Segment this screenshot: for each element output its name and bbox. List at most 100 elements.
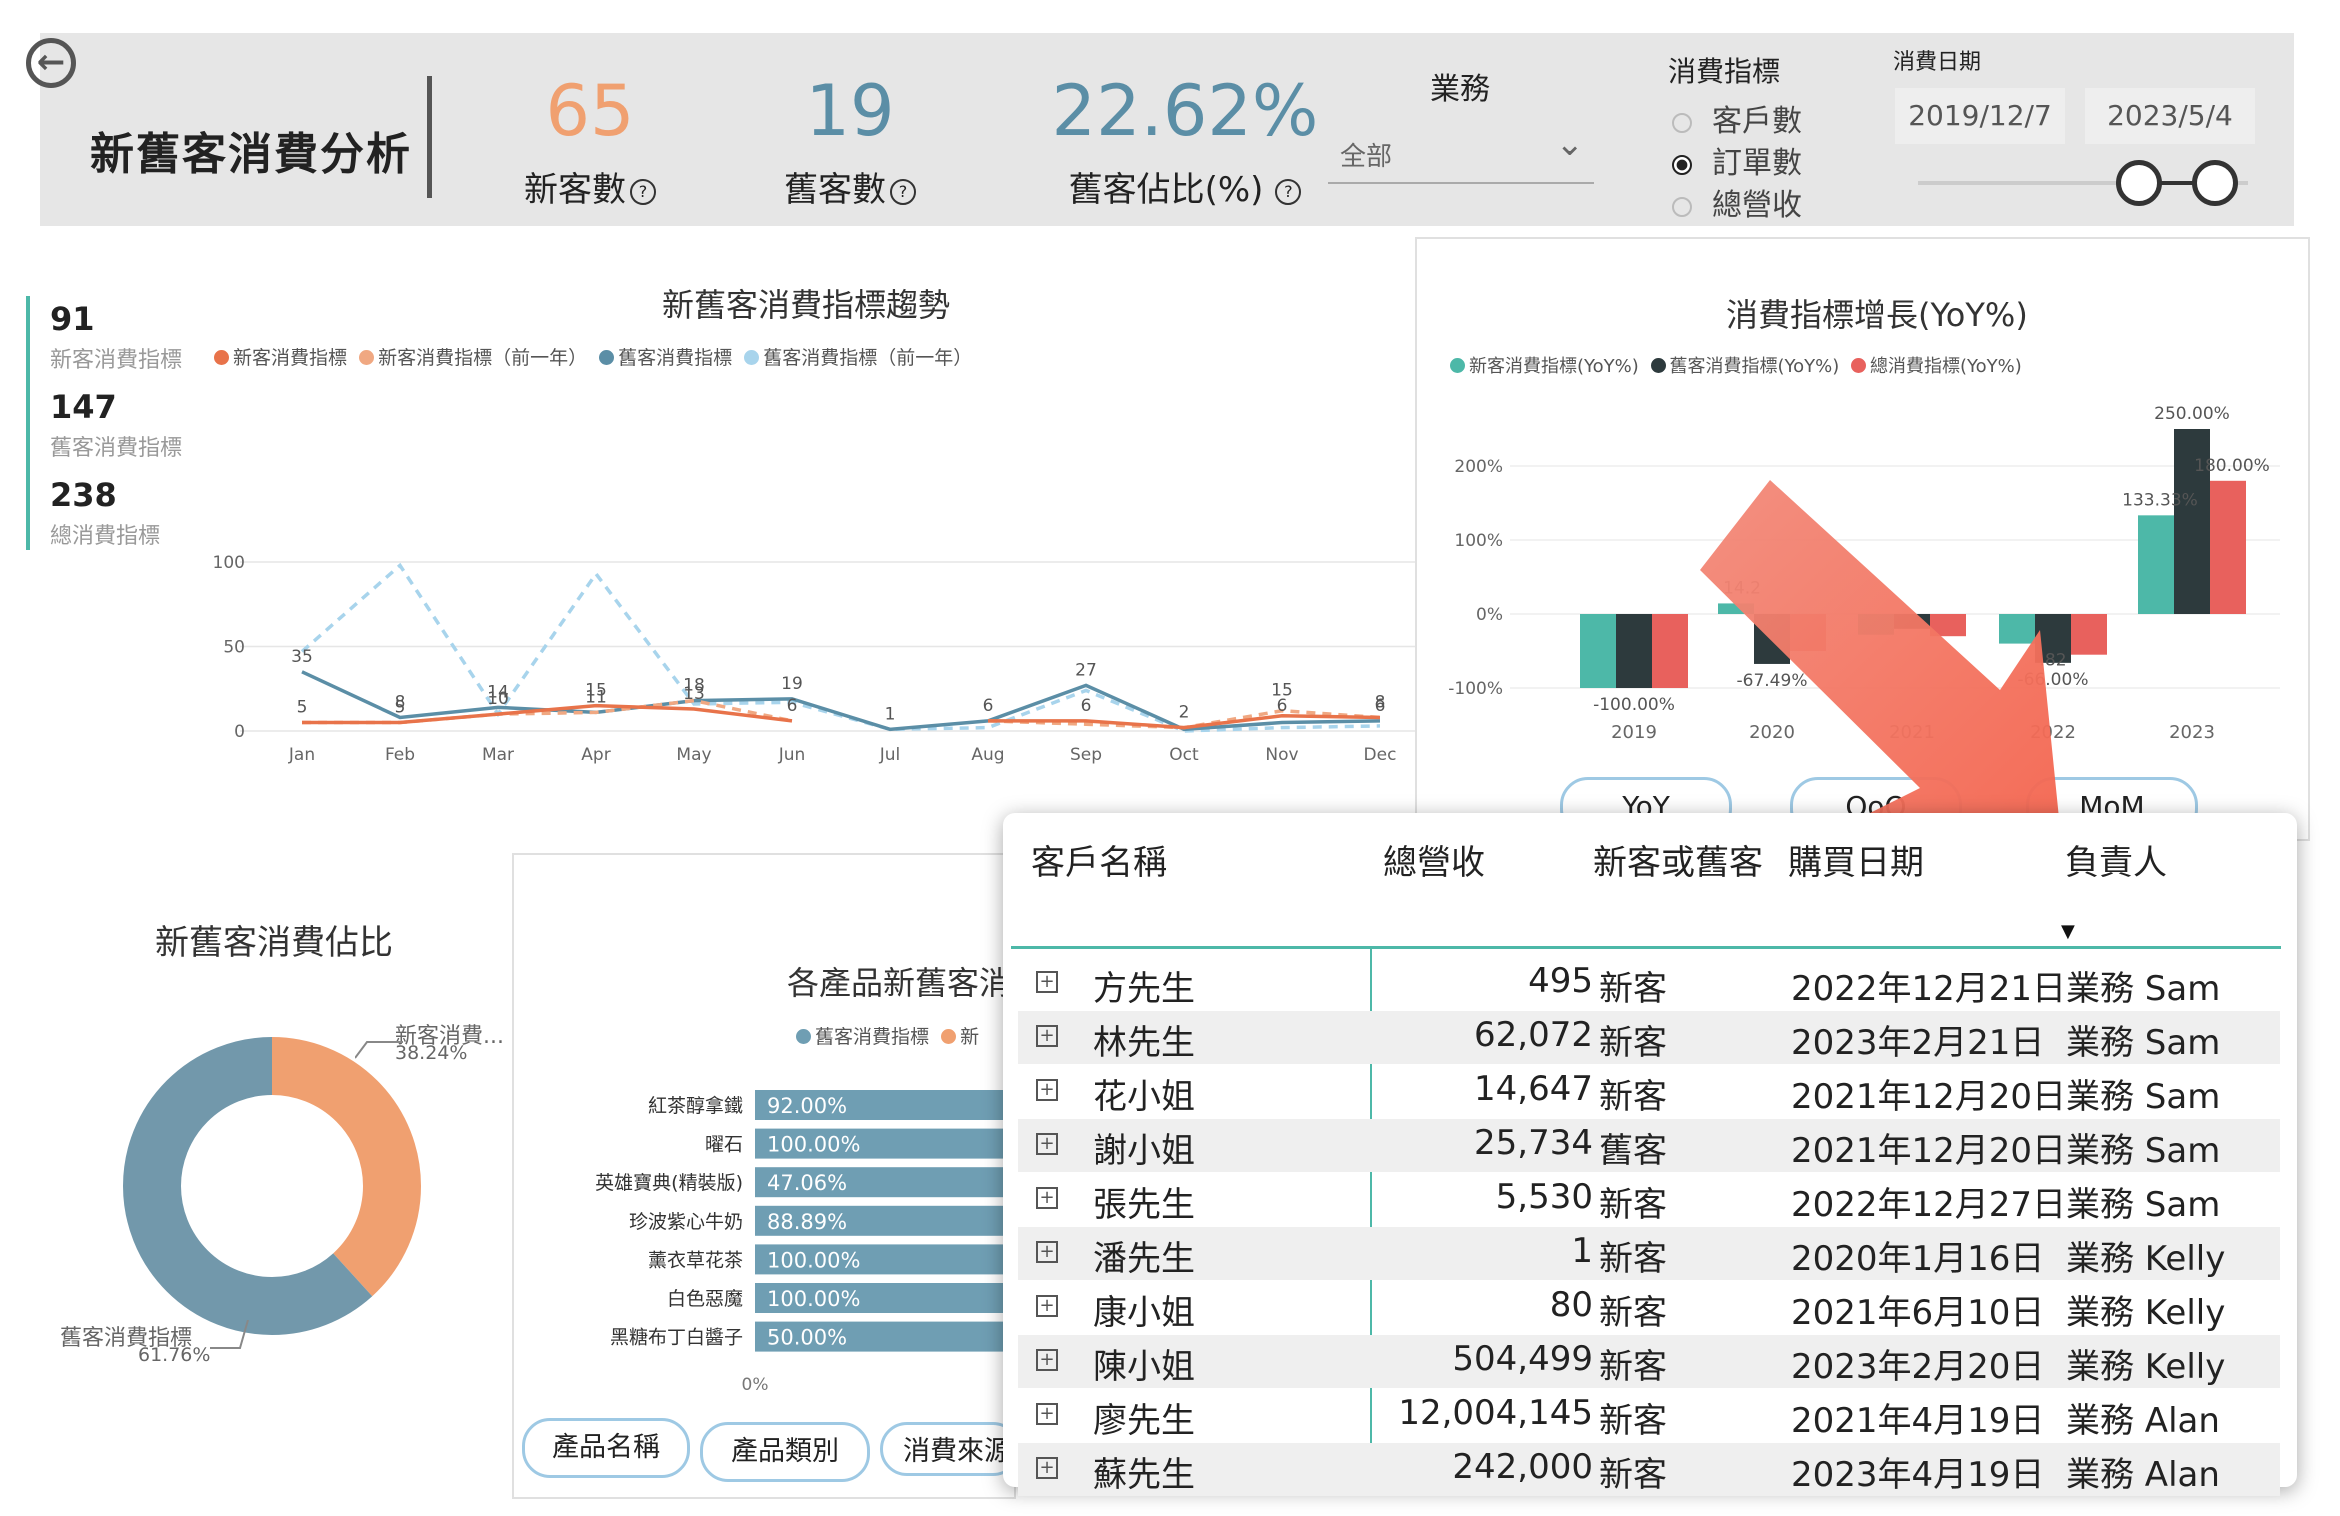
cell-date: 2021年12月20日 bbox=[1791, 1131, 2067, 1171]
donut-slice bbox=[123, 1037, 421, 1335]
radio-dot bbox=[1672, 196, 1692, 217]
legend-swatch bbox=[359, 350, 375, 365]
x-tick-label: Nov bbox=[1265, 745, 1298, 765]
data-label: 15 bbox=[1271, 681, 1293, 701]
help-icon[interactable]: ? bbox=[890, 178, 916, 205]
cell-revenue: 242,000 bbox=[1452, 1447, 1593, 1487]
kpi-label-text: 新客數 bbox=[524, 170, 626, 210]
expand-icon[interactable]: + bbox=[1036, 1403, 1058, 1425]
expand-icon[interactable]: + bbox=[1036, 1295, 1058, 1317]
expand-icon[interactable]: + bbox=[1036, 1187, 1058, 1209]
date-start-input[interactable]: 2019/12/7 bbox=[1895, 88, 2065, 144]
cell-customer: 謝小姐 bbox=[1093, 1131, 1195, 1171]
back-button[interactable]: ← bbox=[26, 38, 76, 88]
data-label: 180.00% bbox=[2194, 456, 2270, 476]
data-label: 6 bbox=[1081, 696, 1092, 716]
help-icon[interactable]: ? bbox=[630, 178, 656, 205]
table-row[interactable]: + 潘先生 1 新客 2020年1月16日 業務 Kelly bbox=[1018, 1227, 2280, 1280]
donut-label-old: 舊客消費指標 bbox=[60, 1326, 193, 1351]
legend-label: 舊客消費指標（前一年） bbox=[763, 347, 973, 369]
radio-customers[interactable]: 客戶數 bbox=[1672, 96, 1802, 140]
kpi-new-customers-label: 新客數? bbox=[440, 162, 740, 211]
table-row[interactable]: + 花小姐 14,647 新客 2021年12月20日 業務 Sam bbox=[1018, 1065, 2280, 1118]
cell-type: 新客 bbox=[1599, 1023, 1667, 1063]
bar bbox=[2210, 480, 2246, 614]
product-category-button[interactable]: 產品類別 bbox=[700, 1422, 870, 1482]
table-row[interactable]: + 康小姐 80 新客 2021年6月10日 業務 Kelly bbox=[1018, 1281, 2280, 1334]
date-end-input[interactable]: 2023/5/4 bbox=[2085, 88, 2255, 144]
business-dropdown[interactable]: 全部 ⌄ bbox=[1328, 124, 1594, 184]
data-label: -67.49% bbox=[1737, 671, 1808, 691]
y-tick-label: 100% bbox=[1454, 531, 1503, 551]
table-row[interactable]: + 廖先生 12,004,145 新客 2021年4月19日 業務 Alan bbox=[1018, 1389, 2280, 1442]
col-header-revenue[interactable]: 總營收 bbox=[1383, 843, 1485, 883]
category-label: 珍波紫心牛奶 bbox=[629, 1211, 743, 1233]
table-row[interactable]: + 蘇先生 242,000 新客 2023年4月19日 業務 Alan bbox=[1018, 1443, 2280, 1496]
col-header-type[interactable]: 新客或舊客 bbox=[1593, 843, 1763, 883]
cell-type: 新客 bbox=[1599, 969, 1667, 1009]
date-slider-end-handle[interactable] bbox=[2192, 160, 2238, 206]
bar bbox=[755, 1090, 1005, 1120]
radio-revenue[interactable]: 總營收 bbox=[1672, 180, 1802, 224]
business-dropdown-value: 全部 bbox=[1340, 142, 1393, 172]
radio-label: 訂單數 bbox=[1712, 146, 1802, 181]
trend-chart-legend: 新客消費指標 新客消費指標（前一年） 舊客消費指標 舊客消費指標（前一年） bbox=[208, 343, 972, 370]
cell-customer: 林先生 bbox=[1093, 1023, 1195, 1063]
date-slider-start-handle[interactable] bbox=[2116, 160, 2162, 206]
x-tick-label: Jun bbox=[778, 745, 806, 765]
legend-swatch bbox=[1650, 358, 1666, 373]
expand-icon[interactable]: + bbox=[1036, 1133, 1058, 1155]
table-row[interactable]: + 張先生 5,530 新客 2022年12月27日 業務 Sam bbox=[1018, 1173, 2280, 1226]
table-row[interactable]: + 方先生 495 新客 2022年12月21日 業務 Sam bbox=[1018, 957, 2280, 1010]
y-tick-label: 100 bbox=[213, 553, 245, 573]
table-row[interactable]: + 陳小姐 504,499 新客 2023年2月20日 業務 Kelly bbox=[1018, 1335, 2280, 1388]
legend-swatch bbox=[941, 1029, 957, 1044]
bar bbox=[2071, 614, 2107, 655]
side-kpi-old-label: 舊客消費指標 bbox=[50, 436, 183, 461]
category-label: 紅茶醇拿鐵 bbox=[648, 1094, 743, 1117]
radio-orders[interactable]: 訂單數 bbox=[1672, 138, 1802, 182]
cell-owner: 業務 Sam bbox=[2066, 1185, 2221, 1225]
bar-value-label: 47.06% bbox=[767, 1171, 847, 1195]
expand-icon[interactable]: + bbox=[1036, 971, 1058, 993]
x-tick-label: Oct bbox=[1169, 745, 1199, 765]
bar-value-label: 92.00% bbox=[767, 1094, 847, 1118]
x-axis-label: 0% bbox=[742, 1375, 769, 1395]
y-tick-label: 200% bbox=[1454, 457, 1503, 477]
data-label: 133.33% bbox=[2122, 490, 2198, 510]
expand-icon[interactable]: + bbox=[1036, 1457, 1058, 1479]
expand-icon[interactable]: + bbox=[1036, 1079, 1058, 1101]
col-header-date[interactable]: 購買日期 bbox=[1788, 843, 1924, 883]
bar bbox=[2174, 429, 2210, 614]
kpi-old-customers-label: 舊客數? bbox=[700, 162, 1000, 211]
product-name-button[interactable]: 產品名稱 bbox=[522, 1418, 690, 1478]
table-row[interactable]: + 林先生 62,072 新客 2023年2月21日 業務 Sam bbox=[1018, 1011, 2280, 1064]
col-header-customer[interactable]: 客戶名稱 bbox=[1031, 843, 1167, 883]
cell-date: 2023年2月20日 bbox=[1791, 1347, 2045, 1387]
expand-icon[interactable]: + bbox=[1036, 1241, 1058, 1263]
source-button[interactable]: 消費來源 bbox=[880, 1422, 1020, 1476]
table-row[interactable]: + 謝小姐 25,734 舊客 2021年12月20日 業務 Sam bbox=[1018, 1119, 2280, 1172]
series-line bbox=[300, 562, 1381, 733]
data-label: 15 bbox=[585, 681, 607, 701]
sort-desc-icon[interactable]: ▼ bbox=[2061, 921, 2075, 942]
title-divider bbox=[427, 76, 432, 198]
category-label: 白色惡魔 bbox=[667, 1288, 743, 1310]
x-tick-label: Feb bbox=[385, 745, 415, 765]
cell-customer: 康小姐 bbox=[1093, 1293, 1195, 1333]
expand-icon[interactable]: + bbox=[1036, 1349, 1058, 1371]
data-label: 13 bbox=[683, 684, 705, 704]
bar bbox=[2138, 515, 2174, 614]
help-icon[interactable]: ? bbox=[1275, 178, 1302, 205]
expand-icon[interactable]: + bbox=[1036, 1025, 1058, 1047]
bar bbox=[1718, 603, 1754, 614]
col-header-owner[interactable]: 負責人 bbox=[2065, 843, 2167, 883]
x-tick-label: Sep bbox=[1070, 745, 1102, 765]
radio-label: 客戶數 bbox=[1712, 104, 1802, 139]
cell-revenue: 25,734 bbox=[1474, 1123, 1593, 1163]
legend-swatch bbox=[214, 350, 229, 365]
y-tick-label: 0% bbox=[1476, 605, 1503, 625]
kpi-new-customers-value: 65 bbox=[545, 70, 635, 152]
bar bbox=[755, 1283, 1005, 1313]
cell-date: 2021年6月10日 bbox=[1791, 1293, 2045, 1333]
